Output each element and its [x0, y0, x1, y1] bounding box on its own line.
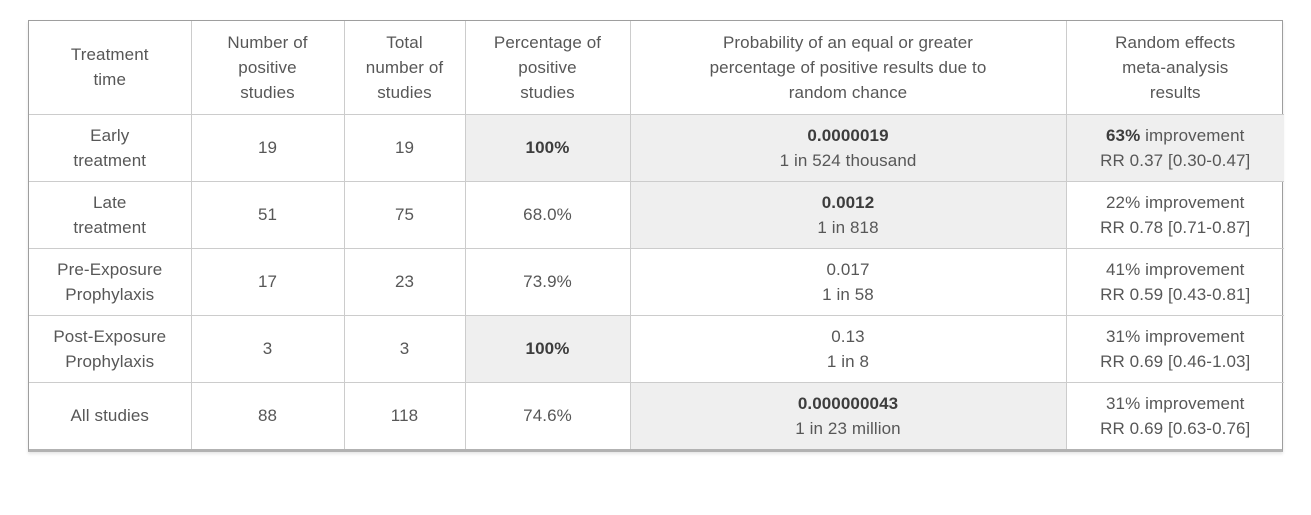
- improvement-percentage: 22%: [1105, 192, 1141, 212]
- improvement-label: improvement: [1140, 125, 1245, 145]
- probability-odds: 1 in 58: [822, 284, 874, 304]
- cell-meta-analysis-result: 31% improvement RR 0.69 [0.46-1.03]: [1065, 314, 1284, 383]
- cell-positive-studies: 17: [190, 247, 345, 316]
- improvement-line: 41% improvement: [1073, 257, 1279, 282]
- probability-value: 0.000000043: [797, 393, 899, 413]
- cell-meta-analysis-result: 41% improvement RR 0.59 [0.43-0.81]: [1065, 247, 1284, 316]
- cell-percentage-positive: 100%: [464, 314, 631, 383]
- meta-analysis-table: Treatment time Number of positive studie…: [29, 21, 1284, 449]
- relative-risk: RR 0.37 [0.30-0.47]: [1100, 150, 1251, 170]
- percentage-value: 73.9%: [523, 272, 572, 291]
- cell-probability: 0.000000043 1 in 23 million: [629, 381, 1067, 449]
- improvement-label: improvement: [1140, 192, 1245, 212]
- relative-risk: RR 0.69 [0.46-1.03]: [1100, 351, 1251, 371]
- cell-total-studies: 3: [343, 314, 466, 383]
- header-row: Treatment time Number of positive studie…: [29, 21, 1284, 115]
- probability-value: 0.13: [831, 326, 865, 346]
- cell-treatment-time: All studies: [29, 381, 192, 449]
- cell-treatment-time: Post-Exposure Prophylaxis: [29, 314, 192, 383]
- relative-risk: RR 0.69 [0.63-0.76]: [1100, 418, 1251, 438]
- cell-percentage-positive: 74.6%: [464, 381, 631, 449]
- improvement-percentage: 63%: [1105, 125, 1141, 145]
- probability-odds: 1 in 8: [826, 351, 870, 371]
- table-row: All studies 88 118 74.6% 0.000000043 1 i…: [29, 381, 1284, 449]
- improvement-label: improvement: [1140, 393, 1245, 413]
- cell-percentage-positive: 100%: [464, 113, 631, 182]
- improvement-percentage: 31%: [1105, 393, 1141, 413]
- cell-treatment-time: Early treatment: [29, 113, 192, 182]
- header-positive-studies: Number of positive studies: [190, 21, 345, 115]
- cell-total-studies: 75: [343, 180, 466, 249]
- cell-positive-studies: 88: [190, 381, 345, 449]
- cell-positive-studies: 3: [190, 314, 345, 383]
- improvement-line: 31% improvement: [1073, 391, 1279, 416]
- cell-probability: 0.0012 1 in 818: [629, 180, 1067, 249]
- cell-positive-studies: 51: [190, 180, 345, 249]
- improvement-line: 63% improvement: [1073, 123, 1279, 148]
- header-probability-random-chance: Probability of an equal or greater perce…: [629, 21, 1067, 115]
- cell-percentage-positive: 73.9%: [464, 247, 631, 316]
- table-row: Late treatment 51 75 68.0% 0.0012 1 in 8…: [29, 180, 1284, 249]
- cell-treatment-time: Pre-Exposure Prophylaxis: [29, 247, 192, 316]
- probability-value: 0.0000019: [807, 125, 889, 145]
- cell-probability: 0.0000019 1 in 524 thousand: [629, 113, 1067, 182]
- improvement-line: 31% improvement: [1073, 324, 1279, 349]
- cell-meta-analysis-result: 63% improvement RR 0.37 [0.30-0.47]: [1065, 113, 1284, 182]
- header-treatment-time: Treatment time: [29, 21, 192, 115]
- table-row: Pre-Exposure Prophylaxis 17 23 73.9% 0.0…: [29, 247, 1284, 316]
- cell-total-studies: 23: [343, 247, 466, 316]
- percentage-value: 100%: [525, 339, 570, 358]
- probability-value: 0.0012: [821, 192, 875, 212]
- header-meta-analysis-results: Random effects meta-analysis results: [1065, 21, 1284, 115]
- cell-probability: 0.13 1 in 8: [629, 314, 1067, 383]
- cell-total-studies: 118: [343, 381, 466, 449]
- header-total-studies: Total number of studies: [343, 21, 466, 115]
- relative-risk: RR 0.78 [0.71-0.87]: [1100, 217, 1251, 237]
- cell-meta-analysis-result: 22% improvement RR 0.78 [0.71-0.87]: [1065, 180, 1284, 249]
- probability-value: 0.017: [826, 259, 870, 279]
- percentage-value: 68.0%: [523, 205, 572, 224]
- improvement-label: improvement: [1140, 259, 1245, 279]
- cell-meta-analysis-result: 31% improvement RR 0.69 [0.63-0.76]: [1065, 381, 1284, 449]
- cell-probability: 0.017 1 in 58: [629, 247, 1067, 316]
- improvement-percentage: 31%: [1105, 326, 1141, 346]
- percentage-value: 74.6%: [523, 406, 572, 426]
- percentage-value: 100%: [525, 138, 570, 157]
- cell-treatment-time: Late treatment: [29, 180, 192, 249]
- cell-positive-studies: 19: [190, 113, 345, 182]
- cell-percentage-positive: 68.0%: [464, 180, 631, 249]
- cell-total-studies: 19: [343, 113, 466, 182]
- probability-odds: 1 in 818: [817, 217, 879, 237]
- table-row: Early treatment 19 19 100% 0.0000019 1 i…: [29, 113, 1284, 182]
- table-header: Treatment time Number of positive studie…: [29, 21, 1284, 115]
- header-percentage-positive: Percentage of positive studies: [464, 21, 631, 115]
- relative-risk: RR 0.59 [0.43-0.81]: [1100, 284, 1251, 304]
- improvement-percentage: 41%: [1105, 259, 1141, 279]
- probability-odds: 1 in 23 million: [795, 418, 901, 438]
- improvement-label: improvement: [1140, 326, 1245, 346]
- probability-odds: 1 in 524 thousand: [779, 150, 917, 170]
- table-row: Post-Exposure Prophylaxis 3 3 100% 0.13 …: [29, 314, 1284, 383]
- meta-analysis-table-container: Treatment time Number of positive studie…: [28, 20, 1284, 452]
- improvement-line: 22% improvement: [1073, 190, 1279, 215]
- table-body: Early treatment 19 19 100% 0.0000019 1 i…: [29, 113, 1284, 449]
